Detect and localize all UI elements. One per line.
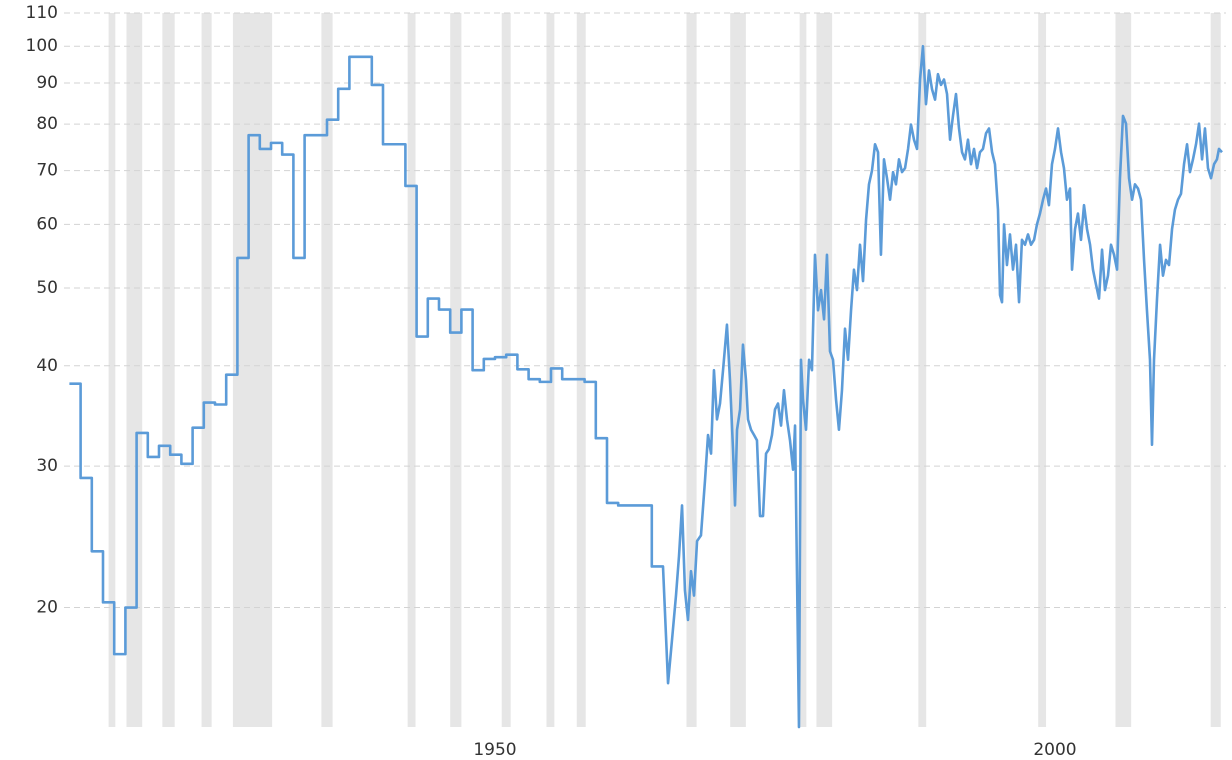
x-tick-label: 2000	[1033, 740, 1076, 760]
recession-band	[576, 13, 586, 727]
recession-band	[407, 13, 416, 727]
y-tick-label: 20	[36, 598, 58, 618]
y-tick-label: 40	[36, 356, 58, 376]
data-line	[69, 44, 1223, 729]
recession-band	[201, 13, 212, 727]
recession-band	[321, 13, 333, 727]
recession-band	[450, 13, 462, 727]
axis-labels: 20 30 40 50 60 70 80 90 100 110 1950 2000	[26, 3, 1077, 760]
recession-band	[816, 13, 833, 727]
plot	[69, 44, 1223, 729]
recession-band	[501, 13, 511, 727]
recession-band	[232, 13, 273, 727]
recession-band	[686, 13, 697, 727]
y-tick-label: 50	[36, 278, 58, 298]
y-tick-label: 90	[36, 73, 58, 93]
recession-band	[918, 13, 927, 727]
recession-band	[730, 13, 746, 727]
recession-band	[126, 13, 143, 727]
y-tick-label: 30	[36, 456, 58, 476]
x-tick-label: 1950	[473, 740, 516, 760]
recession-band	[162, 13, 175, 727]
y-tick-label: 60	[36, 214, 58, 234]
recession-band	[799, 13, 807, 727]
y-tick-label: 70	[36, 161, 58, 181]
recession-band	[1210, 13, 1221, 727]
shaded-regions	[108, 13, 1221, 727]
y-tick-label: 80	[36, 114, 58, 134]
recession-band	[1038, 13, 1047, 727]
y-tick-label: 100	[26, 36, 58, 56]
y-tick-label: 110	[26, 3, 58, 23]
grid	[64, 12, 1226, 609]
recession-band	[108, 13, 116, 727]
